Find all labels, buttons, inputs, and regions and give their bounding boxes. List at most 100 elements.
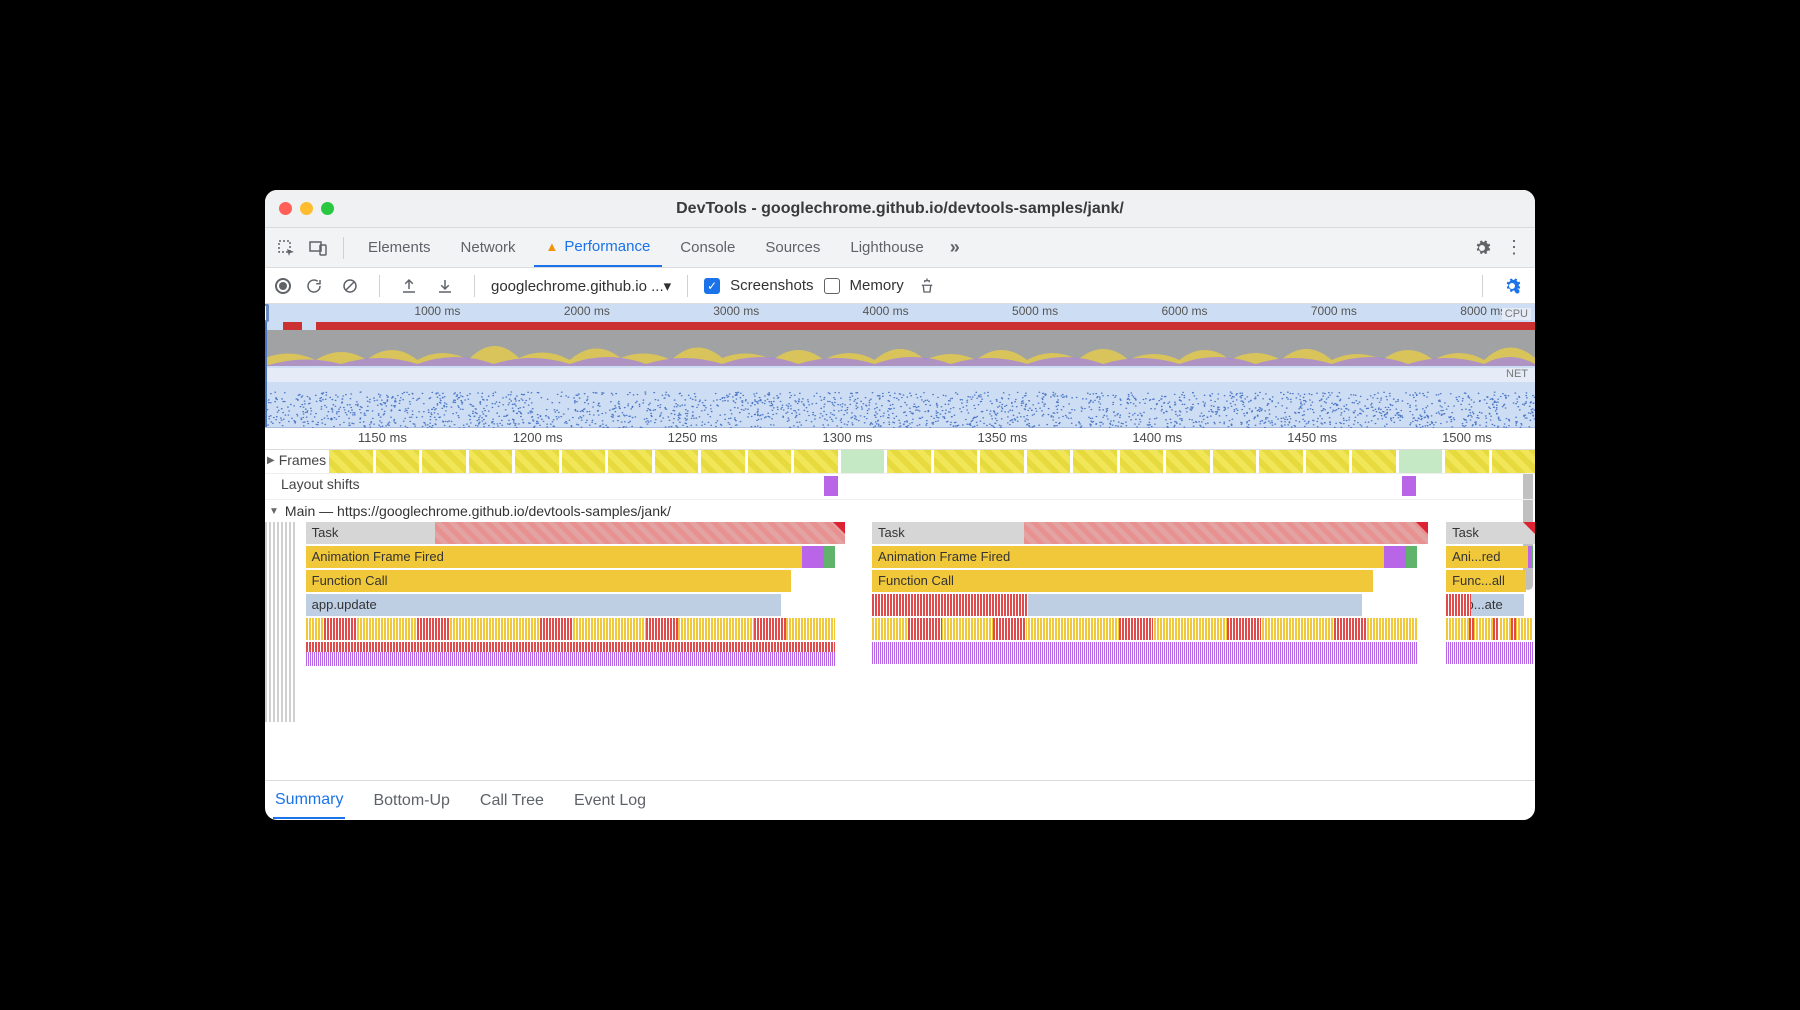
- btab-bottom-up[interactable]: Bottom-Up: [371, 784, 451, 818]
- tab-elements[interactable]: Elements: [356, 228, 443, 267]
- flame-stripes-yellow[interactable]: [1446, 618, 1533, 640]
- btab-call-tree[interactable]: Call Tree: [478, 784, 546, 818]
- capture-settings-icon[interactable]: [1499, 273, 1525, 299]
- tab-console[interactable]: Console: [668, 228, 747, 267]
- kebab-menu-icon[interactable]: ⋮: [1501, 235, 1527, 261]
- layout-shift-marker[interactable]: [1402, 476, 1416, 496]
- selection-handle-right[interactable]: [265, 304, 269, 322]
- tab-lighthouse[interactable]: Lighthouse: [838, 228, 935, 267]
- flame-task[interactable]: Task: [1446, 522, 1535, 544]
- flame-stripes-red[interactable]: [1493, 618, 1498, 640]
- main-flame-chart[interactable]: TaskAnimation Frame FiredFunction Callap…: [265, 522, 1535, 722]
- flame-animation-frame[interactable]: Ani...red: [1446, 546, 1528, 568]
- timeline-overview[interactable]: 1000 ms2000 ms3000 ms4000 ms5000 ms6000 …: [265, 304, 1535, 428]
- tab-network[interactable]: Network: [449, 228, 528, 267]
- overview-red-bar: [283, 322, 302, 330]
- frame-cell[interactable]: [748, 450, 792, 473]
- frame-cell[interactable]: [1445, 450, 1489, 473]
- layout-shifts-track[interactable]: Layout shifts: [265, 474, 1535, 500]
- flame-stripes-red[interactable]: [1334, 618, 1367, 640]
- flame-stripes-red[interactable]: [908, 618, 941, 640]
- layout-shift-marker[interactable]: [824, 476, 838, 496]
- flame-stripes-red[interactable]: [1511, 618, 1516, 640]
- flame-function-call[interactable]: Function Call: [872, 570, 1373, 592]
- flame-stripes-red[interactable]: [417, 618, 449, 640]
- download-icon[interactable]: [432, 273, 458, 299]
- flame-stripes-red[interactable]: [324, 618, 356, 640]
- frame-cell[interactable]: [1027, 450, 1071, 473]
- memory-checkbox[interactable]: [824, 278, 840, 294]
- main-thread-header[interactable]: ▼ Main — https://googlechrome.github.io/…: [265, 500, 1535, 522]
- flame-function-call[interactable]: Function Call: [306, 570, 792, 592]
- flame-event-green[interactable]: [824, 546, 835, 568]
- frame-cell[interactable]: [329, 450, 373, 473]
- frame-cell[interactable]: [515, 450, 559, 473]
- flame-animation-frame[interactable]: Animation Frame Fired: [872, 546, 1384, 568]
- frame-cell[interactable]: [841, 450, 885, 473]
- tab-sources[interactable]: Sources: [753, 228, 832, 267]
- frames-track[interactable]: ▶Frames: [265, 450, 1535, 474]
- frame-cell[interactable]: [1213, 450, 1257, 473]
- frame-cell[interactable]: [980, 450, 1024, 473]
- frame-cell[interactable]: [422, 450, 466, 473]
- frame-cell[interactable]: [1352, 450, 1396, 473]
- overview-ruler[interactable]: 1000 ms2000 ms3000 ms4000 ms5000 ms6000 …: [265, 304, 1535, 322]
- frame-cell[interactable]: [562, 450, 606, 473]
- clear-button[interactable]: [337, 273, 363, 299]
- record-button[interactable]: [275, 278, 291, 294]
- flame-long-task[interactable]: [1024, 522, 1428, 544]
- frame-cell[interactable]: [701, 450, 745, 473]
- frame-cell[interactable]: [1306, 450, 1350, 473]
- flame-function-call[interactable]: Func...all: [1446, 570, 1526, 592]
- frame-cell[interactable]: [1399, 450, 1443, 473]
- frame-cell[interactable]: [655, 450, 699, 473]
- flame-event-purple[interactable]: [802, 546, 824, 568]
- frame-cell[interactable]: [1073, 450, 1117, 473]
- frame-cell[interactable]: [1259, 450, 1303, 473]
- btab-event-log[interactable]: Event Log: [572, 784, 648, 818]
- frame-cell[interactable]: [469, 450, 513, 473]
- tab-performance[interactable]: ▲ Performance: [534, 228, 663, 267]
- inspect-icon[interactable]: [273, 235, 299, 261]
- tabs-overflow-icon[interactable]: »: [942, 235, 968, 261]
- recording-select[interactable]: googlechrome.github.io ...▾: [491, 277, 671, 295]
- frame-cell[interactable]: [608, 450, 652, 473]
- frame-cell[interactable]: [376, 450, 420, 473]
- detail-ruler[interactable]: 1150 ms1200 ms1250 ms1300 ms1350 ms1400 …: [265, 428, 1535, 450]
- flame-stripes-red[interactable]: [1119, 618, 1152, 640]
- flame-stripes-bottom[interactable]: [872, 642, 1417, 664]
- overview-red-bar: [316, 322, 1535, 330]
- flame-stripes-bottom[interactable]: [1446, 642, 1533, 664]
- frame-cell[interactable]: [1120, 450, 1164, 473]
- flame-animation-frame[interactable]: Animation Frame Fired: [306, 546, 803, 568]
- reload-button[interactable]: [301, 273, 327, 299]
- flame-stripes-red[interactable]: [1446, 594, 1471, 616]
- flame-app-update[interactable]: app.update: [306, 594, 781, 616]
- flame-stripes-red[interactable]: [540, 618, 572, 640]
- flame-stripes-red[interactable]: [872, 594, 1028, 616]
- tab-label: Sources: [765, 239, 820, 256]
- frame-cell[interactable]: [1492, 450, 1536, 473]
- flame-stripes-red[interactable]: [646, 618, 678, 640]
- flame-stripes-red[interactable]: [1469, 618, 1474, 640]
- collect-garbage-icon[interactable]: [914, 273, 940, 299]
- frame-cell[interactable]: [887, 450, 931, 473]
- flame-event-purple[interactable]: [1384, 546, 1406, 568]
- btab-summary[interactable]: Summary: [273, 783, 345, 819]
- flame-event-green[interactable]: [1531, 546, 1533, 568]
- flame-stripes-red[interactable]: [754, 618, 786, 640]
- device-toggle-icon[interactable]: [305, 235, 331, 261]
- frames-header[interactable]: ▶Frames: [267, 452, 326, 468]
- flame-stripes-red[interactable]: [1227, 618, 1260, 640]
- flame-stripes-red[interactable]: [993, 618, 1026, 640]
- screenshots-checkbox[interactable]: ✓: [704, 278, 720, 294]
- frame-cell[interactable]: [1166, 450, 1210, 473]
- flame-event-green[interactable]: [1406, 546, 1417, 568]
- upload-icon[interactable]: [396, 273, 422, 299]
- flame-stripes-purple[interactable]: [306, 652, 835, 666]
- settings-gear-icon[interactable]: [1469, 235, 1495, 261]
- flame-chart-area[interactable]: ▶Frames Layout shifts ▼ Main — https://g…: [265, 450, 1535, 780]
- flame-long-task[interactable]: [435, 522, 845, 544]
- frame-cell[interactable]: [934, 450, 978, 473]
- frame-cell[interactable]: [794, 450, 838, 473]
